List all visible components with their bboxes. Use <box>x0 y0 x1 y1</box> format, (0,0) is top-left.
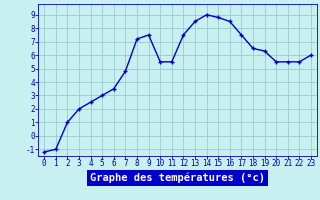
X-axis label: Graphe des températures (°c): Graphe des températures (°c) <box>90 173 265 183</box>
